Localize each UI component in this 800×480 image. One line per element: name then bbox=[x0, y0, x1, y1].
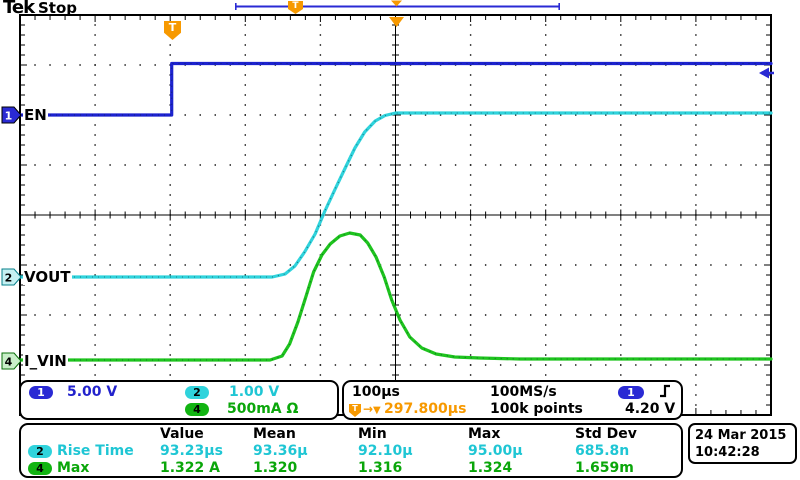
meas-row1-stddev: 685.8n bbox=[575, 443, 630, 459]
channel-scale-readout-box[interactable]: 1 5.00 V 2 1.00 V 4 500mA Ω bbox=[19, 380, 339, 420]
graticule bbox=[19, 14, 772, 416]
tek-logo: Tek bbox=[3, 0, 35, 18]
meas-row2-mean: 1.320 bbox=[253, 460, 298, 476]
channel-1-marker-label: 1 bbox=[5, 110, 13, 123]
channel-2-scale: 1.00 V bbox=[229, 384, 280, 400]
trigger-level-readout: 4.20 V bbox=[625, 401, 676, 417]
meas-row2-name: Max bbox=[57, 460, 90, 476]
sample-rate-readout: 100MS/s bbox=[490, 384, 557, 400]
channel-1-badge: 1 bbox=[29, 386, 53, 399]
timebase-readout: 100µs bbox=[352, 384, 400, 400]
meas-header-min: Min bbox=[358, 426, 387, 442]
meas-row2-min: 1.316 bbox=[358, 460, 403, 476]
trigger-delay-readout: 297.800µs bbox=[384, 401, 467, 417]
datetime-box: 24 Mar 2015 10:42:28 bbox=[688, 423, 797, 464]
channel-2-marker[interactable]: 2 bbox=[1, 268, 22, 286]
channel-1-marker[interactable]: 1 bbox=[1, 106, 22, 124]
channel-4-badge: 4 bbox=[185, 403, 209, 416]
meas-row1-channel-badge: 2 bbox=[28, 445, 52, 458]
meas-row1-max: 95.00µ bbox=[468, 443, 523, 459]
meas-header-stddev: Std Dev bbox=[575, 426, 637, 442]
trigger-level-arrow-icon[interactable] bbox=[759, 67, 774, 79]
time-readout: 10:42:28 bbox=[695, 445, 760, 460]
graticule-trigger-t-icon[interactable]: T bbox=[164, 21, 181, 40]
record-expansion-point-icon bbox=[391, 0, 402, 7]
acquisition-status: Stop bbox=[38, 0, 78, 17]
trigger-source-badge: 1 bbox=[618, 386, 644, 399]
delay-trigger-t-icon: T bbox=[349, 404, 361, 417]
waveform-traces bbox=[18, 61, 773, 362]
trigger-position-icon[interactable] bbox=[389, 17, 404, 27]
horizontal-trigger-readout-box[interactable]: 100µs 100MS/s 1 T → ▼ 297.800µs 100k poi… bbox=[342, 380, 683, 420]
channel-4-marker[interactable]: 4 bbox=[1, 352, 22, 370]
date-readout: 24 Mar 2015 bbox=[695, 428, 787, 443]
meas-row1-min: 92.10µ bbox=[358, 443, 413, 459]
channel-1-scale: 5.00 V bbox=[67, 384, 118, 400]
record-view-bar bbox=[235, 0, 561, 10]
channel-2-waveform-label: VOUT bbox=[23, 268, 72, 286]
meas-row1-mean: 93.36µ bbox=[253, 443, 308, 459]
meas-row1-value: 93.23µs bbox=[160, 443, 223, 459]
meas-header-max: Max bbox=[468, 426, 501, 442]
channel-4-scale: 500mA Ω bbox=[227, 401, 299, 417]
channel-4-marker-label: 4 bbox=[5, 356, 13, 369]
channel-2-badge: 2 bbox=[185, 386, 209, 399]
measurements-box[interactable]: Value Mean Min Max Std Dev 2 Rise Time 9… bbox=[19, 423, 683, 478]
meas-row2-value: 1.322 A bbox=[160, 460, 220, 476]
meas-header-value: Value bbox=[160, 426, 204, 442]
channel-2-marker-label: 2 bbox=[5, 272, 13, 285]
meas-header-mean: Mean bbox=[253, 426, 296, 442]
channel-4-waveform-label: I_VIN bbox=[23, 352, 68, 370]
rising-edge-icon bbox=[660, 384, 670, 398]
meas-row2-max: 1.324 bbox=[468, 460, 513, 476]
meas-row2-channel-badge: 4 bbox=[28, 462, 52, 475]
channel-1-waveform-label: EN bbox=[23, 106, 48, 124]
meas-row1-name: Rise Time bbox=[57, 443, 134, 459]
right-arrow-icon: → bbox=[363, 402, 374, 416]
meas-row2-stddev: 1.659m bbox=[575, 460, 634, 476]
record-trigger-t-icon[interactable]: T bbox=[288, 1, 303, 14]
delay-triangle-icon: ▼ bbox=[373, 405, 381, 416]
record-length-readout: 100k points bbox=[490, 401, 583, 417]
